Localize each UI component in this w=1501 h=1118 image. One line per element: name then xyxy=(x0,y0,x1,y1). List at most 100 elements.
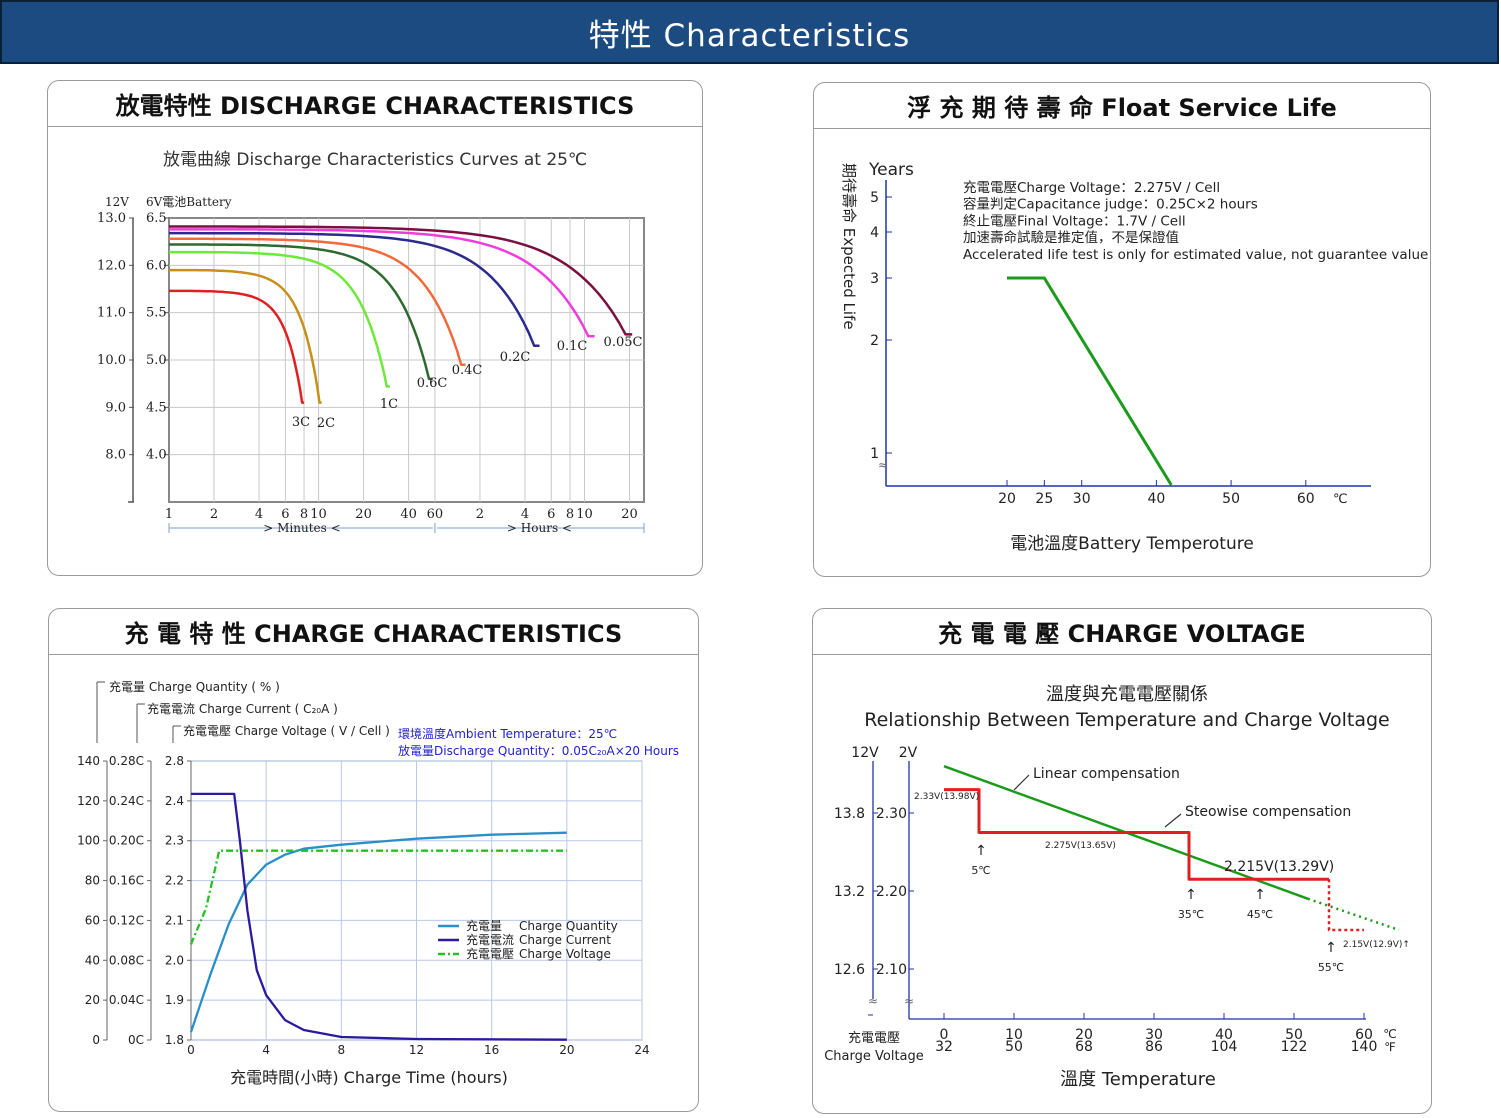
chart-note: 容量判定Capacitance judge：0.25C×2 hours xyxy=(963,196,1258,213)
x-unit-c: ℃ xyxy=(1383,1027,1396,1041)
x-tick-label: 20 xyxy=(998,491,1016,507)
x-axis-label: 電池溫度Battery Temperoture xyxy=(1010,534,1254,554)
chart-title-en: Relationship Between Temperature and Cha… xyxy=(864,709,1390,731)
temp-label: 5℃ xyxy=(971,864,990,877)
y-tick-label-qty: 20 xyxy=(85,993,100,1007)
x-tick-label-f: 32 xyxy=(935,1039,953,1055)
y-tick-label-qty: 0 xyxy=(92,1033,100,1047)
x-tick-label: 1 xyxy=(165,507,173,522)
charge-quantity-line xyxy=(189,831,567,1033)
y-tick-label-volt: 2.8 xyxy=(165,754,184,768)
float-life-line xyxy=(1007,276,1173,486)
axis-label-volt: 充電電壓 Charge Voltage ( V / Cell ) xyxy=(183,723,390,738)
x-tick-label: 8 xyxy=(566,507,574,522)
stepwise-compensation-extension xyxy=(1327,879,1364,932)
y-tick-label-cur: 0.12C xyxy=(109,913,144,927)
y-label-12v: 12V xyxy=(105,195,129,209)
charge-current-line xyxy=(191,792,567,1041)
temp-arrow: ↑ xyxy=(1254,887,1266,903)
float-panel-title: 浮 充 期 待 壽 命 Float Service Life xyxy=(814,83,1430,129)
linear-compensation-extension xyxy=(1307,897,1400,932)
discharge-curve-0.2C xyxy=(169,231,540,348)
x-tick-label: 0 xyxy=(187,1043,195,1057)
temp-arrow: ↑ xyxy=(1325,940,1337,956)
chart-note: 終止電壓Final Voltage：1.7V / Cell xyxy=(963,213,1186,229)
x-tick-label: 60 xyxy=(1297,491,1315,507)
banner-title: 特性 Characteristics xyxy=(588,17,911,54)
y-tick-label-qty: 80 xyxy=(85,874,100,888)
x-tick-label-f: 122 xyxy=(1281,1039,1308,1055)
y-tick-label-12v: 9.0 xyxy=(105,400,126,415)
charge-chart: 充電量 Charge Quantity ( % ) 充電電流 Charge Cur… xyxy=(77,679,679,1087)
axis-label-qty: 充電量 Charge Quantity ( % ) xyxy=(109,679,280,694)
step-value: 2.15V(12.9V)↑ xyxy=(1343,940,1410,950)
x-tick-label-c: 40 xyxy=(1215,1027,1233,1043)
temp-label: 45℃ xyxy=(1247,908,1273,921)
charge-panel: 充 電 特 性 CHARGE CHARACTERISTICS 充電量 Charg… xyxy=(48,608,699,1112)
y-label-years: Years xyxy=(868,160,914,180)
x-left-label-en: Charge Voltage xyxy=(824,1049,924,1064)
x-tick-label: 4 xyxy=(262,1043,270,1057)
axis-label-cur: 充電電流 Charge Current ( C₂₀A ) xyxy=(147,701,338,716)
charge-voltage-panel: 充 電 電 壓 CHARGE VOLTAGE 溫度與充電電壓關係 Relation… xyxy=(812,608,1432,1114)
y-tick-label-volt: 2.2 xyxy=(165,874,184,888)
y-tick-label-6v: 4.0 xyxy=(146,448,167,463)
linear-compensation-label: Linear compensation xyxy=(1033,766,1180,782)
x-tick-label: 60 xyxy=(427,507,444,522)
x-tick-label: 20 xyxy=(559,1043,574,1057)
y-tick-label-2v: 2.20 xyxy=(876,884,907,900)
x-tick-label: 30 xyxy=(1073,491,1091,507)
y-tick-label-qty: 60 xyxy=(85,913,100,927)
x-unit: ℃ xyxy=(1333,492,1348,507)
legend-label-en: Charge Current xyxy=(519,933,611,947)
curve-label-0.4C: 0.4C xyxy=(452,363,483,378)
y-tick-label-volt: 2.4 xyxy=(165,794,184,808)
y-label-12v: 12V xyxy=(851,745,879,761)
temp-label: 55℃ xyxy=(1318,961,1344,974)
x-tick-label: 16 xyxy=(484,1043,499,1057)
y-tick-label-qty: 40 xyxy=(85,953,100,967)
axis-break: ≈ xyxy=(868,994,878,1008)
x-tick-label: 12 xyxy=(409,1043,424,1057)
chart-title-cn: 溫度與充電電壓關係 xyxy=(1046,684,1208,705)
legend-label-en: Charge Voltage xyxy=(519,947,611,961)
discharge-curve-0.05C xyxy=(169,225,633,336)
x-tick-label-c: 50 xyxy=(1285,1027,1303,1043)
y-tick-label-cur: 0C xyxy=(128,1033,144,1047)
y-label-2v: 2V xyxy=(899,745,918,761)
discharge-curve-0.4C xyxy=(169,237,466,366)
discharge-curve-0.1C xyxy=(169,228,595,338)
axis-break: ≈ xyxy=(904,994,914,1008)
y-tick-label-volt: 2.0 xyxy=(165,953,184,967)
y-tick-label-12v: 12.0 xyxy=(97,258,126,273)
chart-note: Accelerated life test is only for estima… xyxy=(963,247,1428,263)
x-left-label-cn: 充電電壓 xyxy=(848,1030,900,1046)
x-axis-label: 溫度 Temperature xyxy=(1060,1069,1216,1090)
y-tick-label: 1 xyxy=(870,446,879,462)
discharge-note: 放電量Discharge Quantity：0.05C₂₀A×20 Hours xyxy=(398,743,679,758)
x-tick-label-c: 60 xyxy=(1355,1027,1373,1043)
discharge-curve-2C xyxy=(169,268,322,404)
curve-label-0.2C: 0.2C xyxy=(500,350,531,365)
temp-label: 35℃ xyxy=(1178,908,1204,921)
step-value: 2.275V(13.65V) xyxy=(1045,841,1116,851)
x-tick-label-c: 10 xyxy=(1005,1027,1023,1043)
y-tick-label-6v: 6.5 xyxy=(146,211,167,226)
y-tick-label: 3 xyxy=(870,271,879,287)
y-axis-label: 期待壽命 Expected Life xyxy=(840,163,858,330)
y-tick-label-cur: 0.04C xyxy=(109,993,144,1007)
chart-note: 充電電壓Charge Voltage：2.275V / Cell xyxy=(963,180,1220,196)
discharge-chart-title: 放電曲線 Discharge Characteristics Curves at… xyxy=(163,150,587,170)
y-tick-label-6v: 6.0 xyxy=(146,258,167,273)
x-tick-label: 6 xyxy=(547,507,555,522)
x-unit-hours: > Hours < xyxy=(507,521,572,535)
curve-label-1C: 1C xyxy=(380,397,398,412)
ambient-note: 環境溫度Ambient Temperature：25℃ xyxy=(398,726,617,741)
y-tick-label-volt: 1.9 xyxy=(165,993,184,1007)
linear-label-pointer xyxy=(1013,774,1030,791)
discharge-curve-3C xyxy=(169,289,305,404)
float-life-panel: 浮 充 期 待 壽 命 Float Service Life Years 期待壽命… xyxy=(813,82,1431,577)
y-tick-label-12v: 13.8 xyxy=(834,806,865,822)
axis-break: ≈ xyxy=(878,458,888,472)
y-tick-label-6v: 4.5 xyxy=(146,400,167,415)
